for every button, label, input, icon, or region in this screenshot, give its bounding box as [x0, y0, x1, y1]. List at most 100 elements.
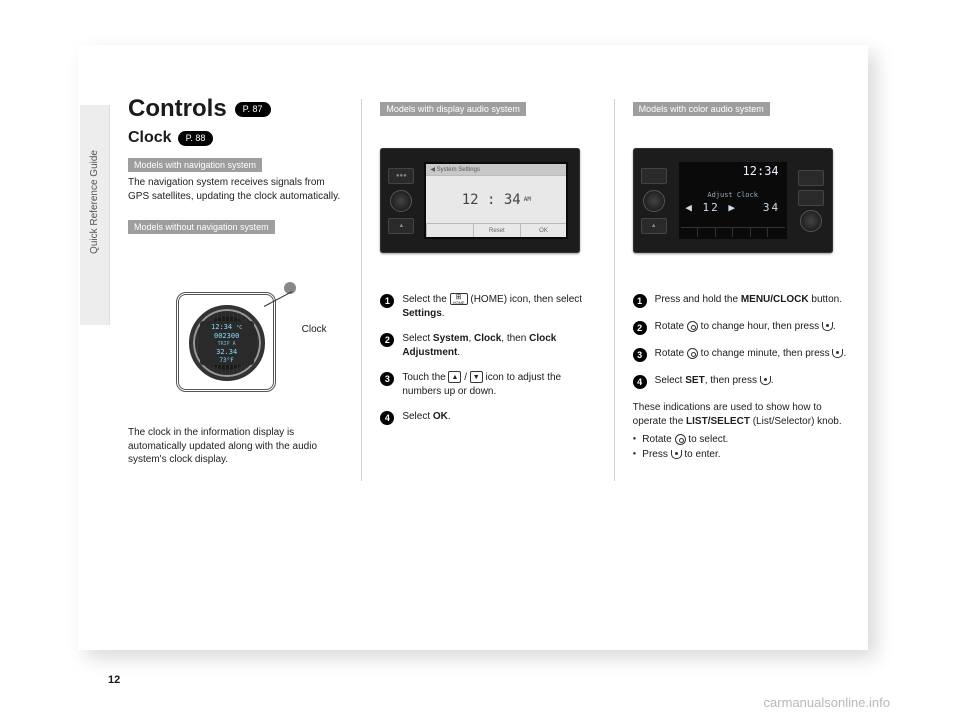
bullet-press: Press to enter.	[633, 447, 848, 462]
title-text: Controls	[128, 95, 227, 123]
step-num: 4	[380, 411, 394, 425]
badge-with-nav: Models with navigation system	[128, 158, 262, 172]
screen-titlebar: ◀ System Settings	[426, 164, 566, 176]
section-text: Clock	[128, 129, 172, 147]
unit-right-controls	[793, 158, 829, 243]
home-icon: ⊞HOME	[450, 293, 468, 305]
clock-time: 12:34	[743, 164, 779, 178]
step-text: Rotate to change minute, then press .	[655, 347, 848, 362]
badge-display-audio: Models with display audio system	[380, 102, 526, 116]
screen-btn-reset: Reset	[473, 224, 520, 237]
step-num: 1	[633, 294, 647, 308]
step2-1: 1 Select the ⊞HOME (HOME) icon, then sel…	[380, 293, 595, 320]
screen-body: Adjust Clock ◀ 12 ▶ 34	[681, 178, 785, 227]
t: Select	[402, 411, 433, 422]
t: SET	[685, 375, 704, 386]
step2-4: 4 Select OK.	[380, 410, 595, 425]
t: Rotate	[642, 434, 674, 445]
lcd-temp: 73°F	[219, 357, 233, 364]
t: , then press	[705, 375, 760, 386]
col-color-audio: Models with color audio system ▲ 12:34 A…	[614, 99, 848, 481]
step-num: 4	[633, 375, 647, 389]
t: to select.	[686, 434, 729, 445]
lcd-trip-label: TRIP A	[218, 341, 236, 347]
step-text: Select System, Clock, then Clock Adjustm…	[402, 332, 595, 359]
unit-left-controls: ▲	[637, 158, 671, 243]
preset-row	[681, 227, 785, 237]
watermark: carmanualsonline.info	[764, 695, 890, 710]
display-audio-unit: ●●● ▲ ◀ System Settings 12 : 34 AM Reset…	[380, 148, 580, 253]
lcd-line1: 12:34	[211, 323, 232, 331]
t: Select	[402, 333, 433, 344]
step3-2: 2 Rotate to change hour, then press .	[633, 320, 848, 335]
lcd-odo: 002300	[214, 332, 239, 340]
badge-color-audio: Models with color audio system	[633, 102, 770, 116]
unit-left-controls: ●●● ▲	[384, 158, 418, 243]
t: System	[433, 333, 469, 344]
badge-without-nav: Models without navigation system	[128, 220, 275, 234]
unit-btn-home: ▲	[388, 218, 414, 234]
screen-time: 12 : 34	[462, 192, 521, 208]
push-knob-icon	[760, 376, 771, 385]
knob-bullets: Rotate to select. Press to enter.	[633, 432, 848, 462]
side-tab-label: Quick Reference Guide	[89, 150, 100, 254]
t: .	[771, 375, 774, 386]
unit-btn-top: ●●●	[388, 168, 414, 184]
step-text: Touch the ▲ / ▼ icon to adjust the numbe…	[402, 371, 595, 398]
down-icon: ▼	[470, 371, 483, 383]
screen-label: Adjust Clock	[707, 191, 758, 199]
step-text: Select the ⊞HOME (HOME) icon, then selec…	[402, 293, 595, 320]
step3-1: 1 Press and hold the MENU/CLOCK button.	[633, 293, 848, 308]
t: to change hour, then press	[698, 321, 822, 332]
t: Settings	[402, 308, 441, 319]
push-knob-icon	[832, 349, 843, 358]
t: LIST/SELECT	[686, 416, 750, 427]
unit-btn	[641, 168, 667, 184]
columns: Clock P. 88 Models with navigation syste…	[128, 129, 848, 481]
step2-2: 2 Select System, Clock, then Clock Adjus…	[380, 332, 595, 359]
gauge-lcd: 12:34 °C 002300 TRIP A 32.34 73°F	[200, 321, 254, 365]
step-num: 3	[633, 348, 647, 362]
t: Rotate	[655, 348, 687, 359]
unit-btn	[798, 190, 824, 206]
side-tab: Quick Reference Guide	[80, 105, 110, 325]
lcd-time: 12:34 °C	[211, 323, 242, 331]
t: Press	[642, 449, 670, 460]
step-text: Select OK.	[402, 410, 595, 425]
unit-knob	[390, 190, 412, 212]
page-ref-clock: P. 88	[178, 131, 214, 146]
t: Select the	[402, 294, 449, 305]
step3-3: 3 Rotate to change minute, then press .	[633, 347, 848, 362]
t: Rotate	[655, 321, 687, 332]
unit-knob-right	[800, 210, 822, 232]
unit-screen: ◀ System Settings 12 : 34 AM Reset OK	[424, 162, 568, 239]
bullet-rotate: Rotate to select.	[633, 432, 848, 447]
unit-knob-left	[643, 190, 665, 212]
step-num: 2	[633, 321, 647, 335]
screen-digits: ◀ 12 ▶ 34	[685, 201, 780, 214]
screen-gap	[426, 224, 473, 237]
list-select-note: These indications are used to show how t…	[633, 401, 848, 428]
t: OK	[433, 411, 448, 422]
push-knob-icon	[671, 450, 682, 459]
text-info-display: The clock in the information display is …	[128, 426, 343, 467]
gauge-face: 12:34 °C 002300 TRIP A 32.34 73°F	[189, 305, 265, 381]
screen-body: 12 : 34 AM	[426, 176, 566, 223]
step2-3: 3 Touch the ▲ / ▼ icon to adjust the num…	[380, 371, 595, 398]
unit-btn	[798, 170, 824, 186]
t: MENU/CLOCK	[741, 294, 809, 305]
t: Clock	[474, 333, 501, 344]
text-nav-auto: The navigation system receives signals f…	[128, 176, 343, 203]
step-text: Select SET, then press .	[655, 374, 848, 389]
t: , then	[501, 333, 529, 344]
t: Select	[655, 375, 686, 386]
screen-btn-ok: OK	[520, 224, 567, 237]
col-clock: Clock P. 88 Models with navigation syste…	[128, 129, 343, 481]
t: .	[843, 348, 846, 359]
section-title: Clock P. 88	[128, 129, 343, 147]
t: .	[833, 321, 836, 332]
step-text: Press and hold the MENU/CLOCK button.	[655, 293, 848, 308]
pointer-label: Clock	[302, 324, 327, 335]
color-audio-unit: ▲ 12:34 Adjust Clock ◀ 12 ▶ 34	[633, 148, 833, 253]
t: .	[457, 347, 460, 358]
